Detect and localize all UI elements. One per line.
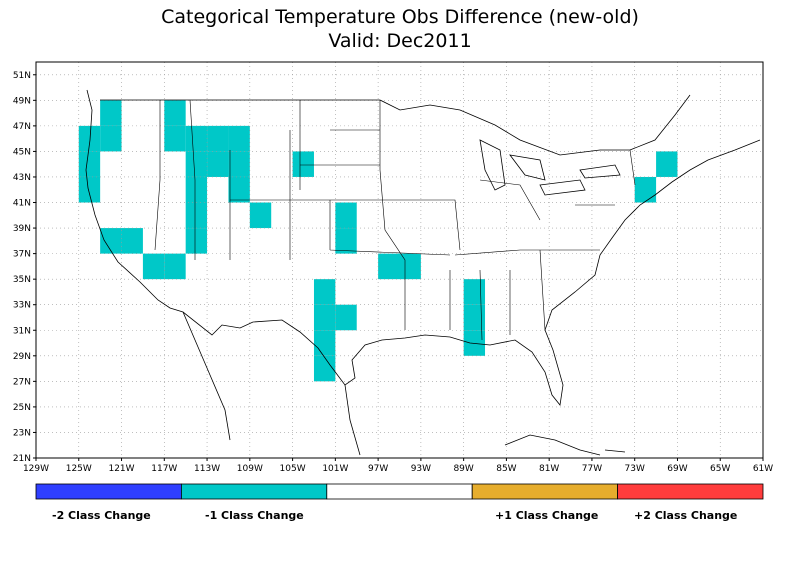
latitude-label: 33N — [13, 301, 31, 311]
changed-cell — [78, 125, 101, 152]
longitude-label: 77W — [582, 464, 602, 474]
longitude-labels: 129W 125W 121W 117W 113W 109W 105W 101W 97W 93W 89… — [23, 458, 773, 474]
changed-cell — [335, 228, 357, 254]
changed-cell — [313, 330, 336, 356]
state-lines — [154, 99, 636, 341]
changed-cell — [292, 151, 314, 177]
us-outline — [85, 89, 761, 456]
changed-cell — [313, 355, 336, 382]
legend-swatch — [617, 483, 764, 500]
latitude-label: 45N — [13, 147, 31, 157]
changed-cell — [335, 202, 357, 229]
changed-cell — [100, 125, 122, 152]
longitude-label: 129W — [23, 464, 49, 474]
longitude-label: 105W — [280, 464, 306, 474]
map-title: Categorical Temperature Obs Difference (… — [161, 6, 639, 28]
changed-cell — [378, 253, 400, 280]
caribbean-islands — [504, 434, 626, 456]
us-coastline — [85, 89, 761, 406]
latitude-labels: 51N 49N 47N 45N 43N 41N 39N 37N 35N 33N 31N 29N 27N 2… — [13, 71, 36, 464]
mexico-coast — [182, 311, 361, 456]
legend-label: +2 Class Change — [634, 509, 738, 522]
changed-cell — [185, 125, 208, 152]
legend-swatch — [326, 483, 473, 500]
longitude-label: 101W — [322, 464, 348, 474]
legend-colorbar — [35, 483, 764, 500]
latitude-label: 31N — [13, 326, 31, 336]
changed-cell — [249, 202, 272, 229]
changed-cell — [185, 228, 208, 254]
latitude-label: 51N — [13, 71, 31, 81]
latitude-label: 47N — [13, 122, 31, 132]
changed-cell — [78, 151, 101, 177]
changed-cell — [313, 279, 336, 305]
longitude-label: 117W — [151, 464, 177, 474]
latitude-label: 23N — [13, 428, 31, 438]
great-lakes — [479, 139, 621, 196]
longitude-label: 121W — [108, 464, 134, 474]
longitude-label: 109W — [237, 464, 263, 474]
changed-cell — [313, 304, 336, 331]
latitude-label: 35N — [13, 275, 31, 285]
legend-swatch — [180, 483, 328, 500]
changed-cell — [100, 228, 122, 254]
latitude-label: 25N — [13, 403, 31, 413]
latitude-label: 27N — [13, 377, 31, 387]
changed-cell — [399, 253, 421, 280]
longitude-label: 85W — [496, 464, 516, 474]
latitude-label: 29N — [13, 352, 31, 362]
changed-cell — [656, 151, 678, 177]
longitude-label: 93W — [411, 464, 431, 474]
longitude-label: 69W — [667, 464, 687, 474]
changed-cell — [634, 176, 657, 203]
changed-cell — [228, 125, 250, 152]
changed-cell — [142, 253, 165, 280]
changed-cell — [185, 202, 208, 229]
latitude-label: 39N — [13, 224, 31, 234]
changed-cell — [185, 176, 208, 203]
changed-cell — [228, 151, 250, 177]
legend-label: -2 Class Change — [52, 509, 151, 522]
changed-cell — [121, 228, 143, 254]
northern-border — [100, 94, 691, 156]
latitude-label: 37N — [13, 250, 31, 260]
longitude-label: 89W — [453, 464, 473, 474]
longitude-label: 73W — [625, 464, 645, 474]
changed-cell — [164, 100, 186, 126]
changed-cell — [463, 304, 486, 331]
changed-cell — [78, 176, 101, 203]
legend-swatch — [471, 483, 619, 500]
map-frame — [35, 61, 764, 459]
latitude-label: 43N — [13, 173, 31, 183]
latitude-label: 41N — [13, 199, 31, 209]
longitude-label: 113W — [194, 464, 220, 474]
changed-cell — [185, 151, 208, 177]
changed-cell — [228, 176, 250, 203]
changed-cell — [164, 253, 186, 280]
legend-label: -1 Class Change — [205, 509, 304, 522]
map-subtitle: Valid: Dec2011 — [328, 30, 472, 52]
latitude-label: 21N — [13, 454, 31, 464]
longitude-label: 81W — [539, 464, 559, 474]
longitude-label: 125W — [66, 464, 92, 474]
changed-cell — [207, 125, 229, 152]
legend-swatch — [35, 483, 182, 500]
longitude-label: 65W — [710, 464, 730, 474]
changed-cell — [335, 304, 357, 331]
legend-label: +1 Class Change — [495, 509, 599, 522]
latitude-label: 49N — [13, 96, 31, 106]
changed-cell — [463, 279, 486, 305]
longitude-label: 61W — [753, 464, 773, 474]
longitude-label: 97W — [368, 464, 388, 474]
changed-cell — [207, 151, 229, 177]
changed-cell — [100, 100, 122, 126]
changed-cell — [164, 125, 186, 152]
